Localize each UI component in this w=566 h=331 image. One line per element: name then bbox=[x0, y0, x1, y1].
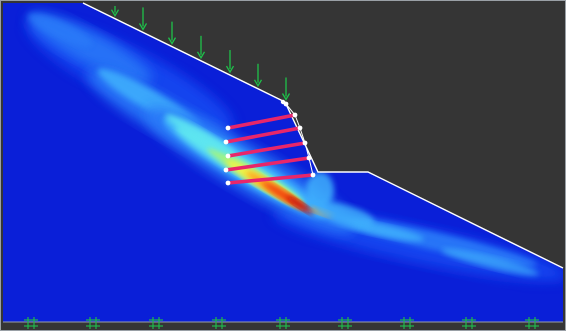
anchor-head-node bbox=[292, 112, 298, 118]
contour-blob bbox=[441, 248, 539, 276]
anchor-group bbox=[223, 99, 316, 186]
facing-nodes bbox=[280, 99, 316, 178]
arrow-down-icon bbox=[138, 7, 148, 31]
contour-blob bbox=[165, 114, 235, 156]
arrow-down-icon bbox=[253, 63, 263, 88]
rock-bolt[interactable] bbox=[225, 141, 307, 159]
arrow-down-icon bbox=[281, 77, 291, 101]
anchor-head-node bbox=[306, 155, 312, 161]
anchor-end-node bbox=[225, 180, 231, 186]
anchor-end-node bbox=[223, 139, 229, 145]
contour-blob bbox=[306, 172, 334, 208]
contour-blob bbox=[286, 195, 314, 215]
contour-blob bbox=[315, 202, 375, 228]
surcharge-load bbox=[110, 6, 291, 101]
fixed-support-icon bbox=[212, 317, 226, 329]
fixed-support-icon bbox=[276, 317, 290, 329]
fixed-support-icon bbox=[525, 317, 539, 329]
contour-blob bbox=[28, 13, 92, 47]
anchor-end-node bbox=[225, 153, 231, 159]
arrow-down-icon bbox=[167, 21, 177, 45]
rock-bolt[interactable] bbox=[225, 173, 315, 186]
arrow-down-icon bbox=[225, 50, 235, 74]
rock-bolt[interactable] bbox=[223, 126, 302, 145]
fixed-support-icon bbox=[86, 317, 100, 329]
anchor-head-node bbox=[302, 140, 308, 146]
rock-bolt[interactable] bbox=[223, 156, 311, 173]
fixed-support-icon bbox=[149, 317, 163, 329]
anchor-head-node bbox=[297, 125, 303, 131]
anchor-end-node bbox=[225, 125, 231, 131]
anchor-end-node bbox=[223, 167, 229, 173]
fixed-support-icon bbox=[462, 317, 476, 329]
fixed-support-icon bbox=[24, 317, 38, 329]
fixed-support-icon bbox=[338, 317, 352, 329]
slope-surface-line bbox=[82, 2, 564, 269]
base-supports bbox=[3, 317, 563, 329]
fixed-support-icon bbox=[400, 317, 414, 329]
anchor-head-node bbox=[310, 172, 316, 178]
rock-bolt[interactable] bbox=[225, 113, 297, 131]
arrow-down-icon bbox=[110, 6, 120, 17]
arrow-down-icon bbox=[196, 35, 206, 60]
crest-node bbox=[280, 99, 286, 105]
